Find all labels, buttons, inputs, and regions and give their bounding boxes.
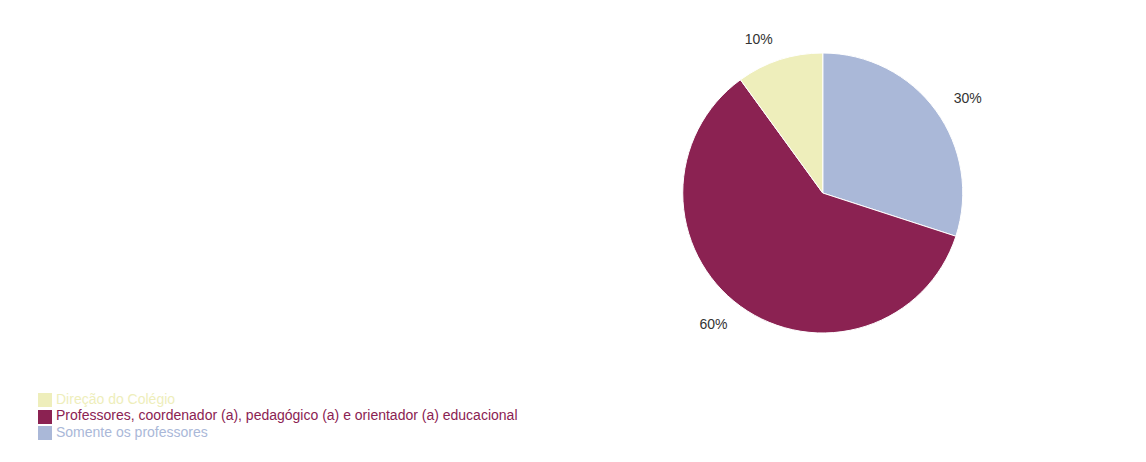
svg-text:10%: 10% [745,31,773,47]
html-text:Somente os professores: Somente os professores [56,423,208,440]
svg-text:60%: 60% [699,316,727,332]
html-text:Direção do Colégio: Direção do Colégio [56,391,176,408]
html-text:Professores, coordenador (a),: Professores, coordenador (a), pedagógico… [56,407,518,424]
svg-text:30%: 30% [954,90,982,106]
